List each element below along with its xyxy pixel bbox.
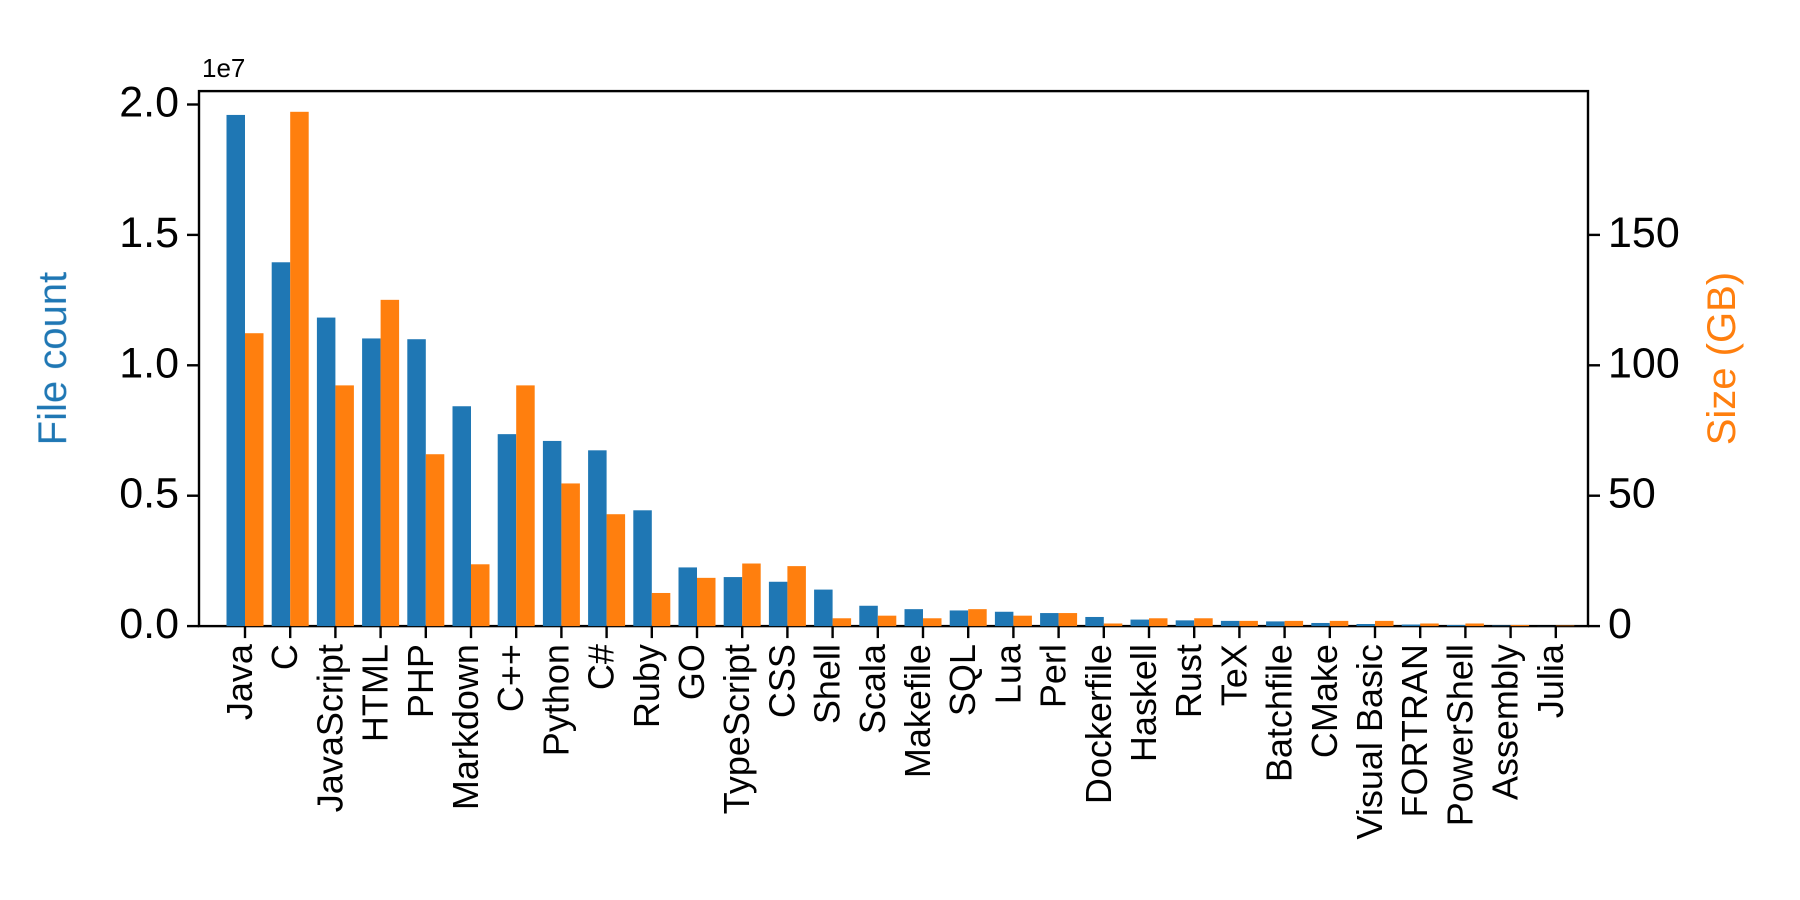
svg-text:Python: Python (535, 644, 576, 756)
svg-text:Visual Basic: Visual Basic (1349, 644, 1390, 839)
svg-text:HTML: HTML (355, 644, 396, 742)
svg-text:1e7: 1e7 (202, 53, 245, 83)
svg-text:150: 150 (1608, 209, 1680, 257)
svg-text:Julia: Julia (1530, 643, 1571, 718)
svg-text:Rust: Rust (1168, 644, 1209, 718)
svg-text:Ruby: Ruby (626, 644, 667, 728)
svg-text:1.5: 1.5 (119, 209, 179, 257)
svg-text:Perl: Perl (1033, 644, 1074, 708)
svg-text:CSS: CSS (761, 644, 802, 718)
svg-text:Makefile: Makefile (897, 644, 938, 778)
svg-text:Scala: Scala (852, 643, 893, 734)
svg-text:Size (GB): Size (GB) (1700, 272, 1744, 445)
svg-text:TeX: TeX (1213, 644, 1254, 706)
svg-text:C++: C++ (490, 644, 531, 712)
svg-text:GO: GO (671, 644, 712, 700)
svg-text:1.0: 1.0 (119, 339, 179, 387)
svg-text:CMake: CMake (1304, 644, 1345, 758)
svg-text:PowerShell: PowerShell (1439, 644, 1480, 826)
svg-text:0.5: 0.5 (119, 470, 179, 518)
svg-text:Java: Java (219, 643, 260, 720)
svg-text:SQL: SQL (942, 644, 983, 716)
svg-text:C#: C# (581, 644, 622, 690)
svg-text:Batchfile: Batchfile (1259, 644, 1300, 782)
svg-text:Dockerfile: Dockerfile (1078, 644, 1119, 804)
svg-text:File count: File count (31, 272, 75, 445)
svg-text:2.0: 2.0 (119, 79, 179, 127)
svg-text:FORTRAN: FORTRAN (1394, 644, 1435, 817)
svg-text:PHP: PHP (400, 644, 441, 718)
svg-text:Haskell: Haskell (1123, 644, 1164, 762)
svg-text:0.0: 0.0 (119, 600, 179, 648)
svg-text:50: 50 (1608, 470, 1656, 518)
svg-text:Lua: Lua (987, 643, 1028, 704)
svg-text:TypeScript: TypeScript (716, 644, 757, 814)
svg-text:Assembly: Assembly (1485, 644, 1526, 800)
svg-text:C: C (264, 644, 305, 670)
svg-text:JavaScript: JavaScript (309, 644, 350, 812)
svg-text:0: 0 (1608, 600, 1632, 648)
svg-text:Shell: Shell (807, 644, 848, 724)
svg-text:Markdown: Markdown (445, 644, 486, 810)
svg-text:100: 100 (1608, 339, 1680, 387)
